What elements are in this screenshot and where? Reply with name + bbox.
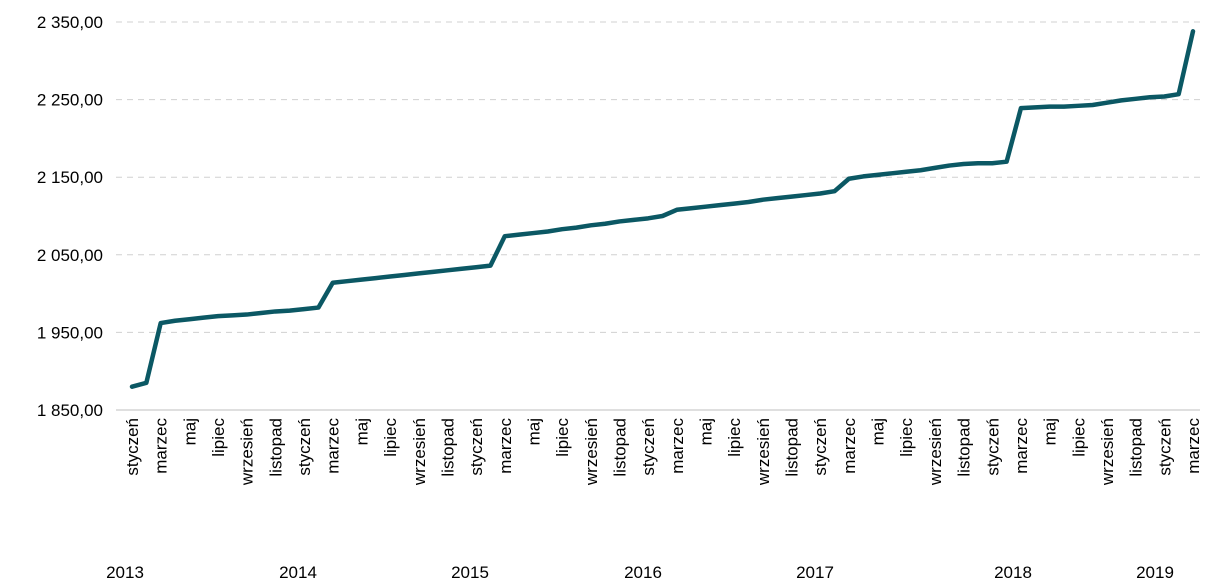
x-tick-label: styczeń — [811, 418, 830, 476]
year-label: 2016 — [624, 563, 662, 582]
x-tick-label: wrzesień — [926, 418, 945, 486]
x-tick-label: lipiec — [553, 418, 572, 457]
x-tick-label: maj — [697, 418, 716, 445]
x-tick-label: lipiec — [381, 418, 400, 457]
x-tick-label: maj — [869, 418, 888, 445]
x-tick-label: wrzesień — [582, 418, 601, 486]
y-tick-label: 2 250,00 — [37, 91, 103, 110]
x-tick-label: styczeń — [295, 418, 314, 476]
x-tick-label: marzec — [840, 418, 859, 474]
x-tick-label: styczeń — [1155, 418, 1174, 476]
x-tick-label: marzec — [496, 418, 515, 474]
year-label: 2014 — [279, 563, 317, 582]
x-tick-label: styczeń — [639, 418, 658, 476]
x-tick-label: wrzesień — [410, 418, 429, 486]
line-series — [129, 29, 1196, 389]
y-tick-label: 1 950,00 — [37, 323, 103, 342]
x-tick-label: wrzesień — [238, 418, 257, 486]
x-tick-label: styczeń — [467, 418, 486, 476]
y-tick-label: 2 050,00 — [37, 246, 103, 265]
x-tick-label: wrzesień — [1098, 418, 1117, 486]
x-tick-label: marzec — [1012, 418, 1031, 474]
y-tick-label: 1 850,00 — [37, 401, 103, 420]
x-tick-label: lipiec — [897, 418, 916, 457]
x-tick-label: styczeń — [123, 418, 142, 476]
x-tick-label: lipiec — [1069, 418, 1088, 457]
y-tick-label: 2 150,00 — [37, 168, 103, 187]
x-tick-label: marzec — [324, 418, 343, 474]
year-label: 2013 — [106, 563, 144, 582]
x-tick-label: marzec — [152, 418, 171, 474]
year-label: 2017 — [796, 563, 834, 582]
x-tick-label: listopad — [955, 418, 974, 477]
x-tick-label: listopad — [1127, 418, 1146, 477]
x-tick-label: listopad — [266, 418, 285, 477]
year-label: 2019 — [1136, 563, 1174, 582]
year-label: 2015 — [451, 563, 489, 582]
x-tick-label: maj — [524, 418, 543, 445]
x-tick-label: maj — [180, 418, 199, 445]
x-tick-label: styczeń — [983, 418, 1002, 476]
y-tick-label: 2 350,00 — [37, 13, 103, 32]
x-tick-label: lipiec — [209, 418, 228, 457]
x-tick-label: maj — [352, 418, 371, 445]
x-tick-label: wrzesień — [754, 418, 773, 486]
x-tick-label: listopad — [438, 418, 457, 477]
year-label: 2018 — [994, 563, 1032, 582]
x-tick-label: marzec — [1184, 418, 1203, 474]
x-tick-label: listopad — [610, 418, 629, 477]
x-tick-label: listopad — [783, 418, 802, 477]
x-tick-label: marzec — [668, 418, 687, 474]
x-tick-label: lipiec — [725, 418, 744, 457]
x-tick-label: maj — [1041, 418, 1060, 445]
